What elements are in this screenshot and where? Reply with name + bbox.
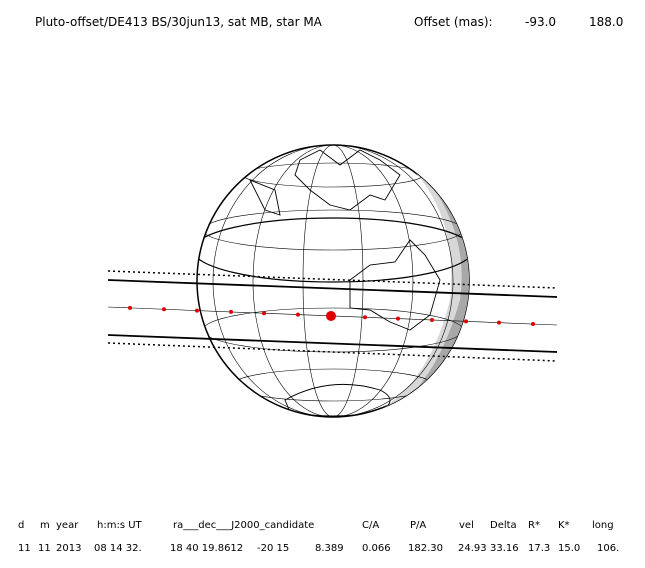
time-marker — [497, 320, 501, 325]
title: Pluto-offset/DE413 BS/30jun13, sat MB, s… — [35, 15, 323, 29]
column-header: m — [40, 520, 50, 531]
column-header: K* — [558, 520, 570, 531]
column-header: h:m:s UT — [97, 520, 143, 531]
cell: 18 40 19.8612 — [170, 543, 243, 554]
cell: 24.93 — [458, 543, 487, 554]
column-header: C/A — [362, 520, 379, 531]
time-marker — [128, 305, 132, 310]
time-marker — [396, 316, 400, 321]
column-header: vel — [459, 520, 474, 531]
time-marker — [229, 309, 233, 314]
time-marker — [162, 307, 166, 312]
cell: 11 — [18, 543, 31, 554]
cell: 8.389 — [315, 543, 344, 554]
column-header: year — [56, 520, 79, 531]
cell: -20 15 — [257, 543, 289, 554]
cell: 0.066 — [362, 543, 391, 554]
column-header: long — [592, 520, 614, 531]
cell: 2013 — [56, 543, 81, 554]
cell: 11 — [38, 543, 51, 554]
cell: 106. — [597, 543, 619, 554]
time-markers — [128, 305, 535, 327]
column-header: Delta — [490, 520, 517, 531]
time-marker — [430, 317, 434, 322]
cell: 17.3 — [528, 543, 550, 554]
globe — [196, 144, 470, 418]
offset-value: 188.0 — [589, 15, 623, 29]
time-marker — [326, 310, 336, 321]
time-marker — [195, 308, 199, 313]
column-header: P/A — [410, 520, 426, 531]
column-header: d — [18, 520, 24, 531]
time-marker — [363, 315, 367, 320]
cell: 15.0 — [558, 543, 580, 554]
time-marker — [296, 312, 300, 317]
column-header: ra___dec___J2000_candidate — [173, 520, 314, 531]
cell: 08 14 32. — [94, 543, 142, 554]
time-marker — [531, 322, 535, 327]
column-header: R* — [528, 520, 540, 531]
time-marker — [262, 311, 266, 316]
offset-label: Offset (mas): — [414, 15, 493, 29]
cell: 182.30 — [408, 543, 443, 554]
time-marker — [464, 319, 468, 324]
cell: 33.16 — [490, 543, 519, 554]
offset-value: -93.0 — [525, 15, 556, 29]
